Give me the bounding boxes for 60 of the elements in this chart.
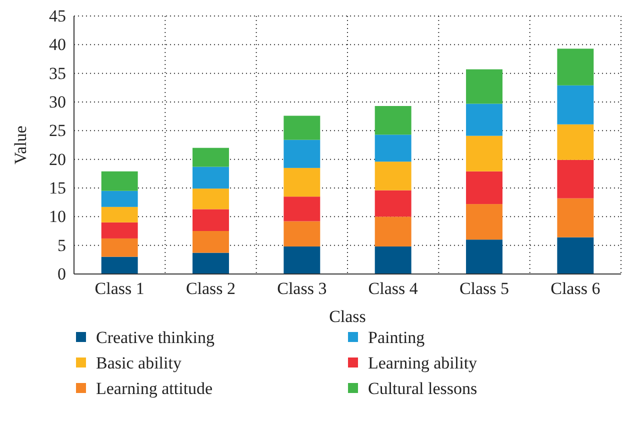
bar (101, 256, 138, 274)
bar (374, 134, 412, 162)
legend-label: Creative thinking (96, 328, 215, 347)
bar (466, 69, 502, 104)
x-tick-label: Class 5 (459, 279, 510, 298)
y-tick-label: 15 (49, 178, 66, 198)
bar (557, 160, 594, 198)
bar (284, 196, 320, 222)
bar (284, 246, 320, 274)
legend-label: Cultural lessons (368, 379, 478, 398)
bar (557, 48, 594, 86)
y-axis-title: Value (11, 126, 30, 164)
bar (101, 222, 138, 238)
bar (374, 106, 412, 135)
bar (284, 221, 320, 246)
x-tick-label: Class 4 (368, 279, 418, 298)
legend-label: Painting (368, 328, 426, 347)
bar (374, 246, 412, 274)
y-tick-label: 25 (49, 121, 66, 140)
bar (284, 168, 320, 197)
y-tick-label: 35 (49, 64, 66, 83)
bar (557, 237, 594, 274)
bar (557, 85, 594, 124)
legend-label: Learning ability (368, 354, 478, 372)
bar (101, 238, 138, 257)
bar (557, 124, 594, 160)
bar (192, 209, 229, 231)
x-tick-label: Class 2 (186, 279, 236, 298)
y-tick-label: 20 (49, 150, 66, 169)
x-axis-title: Class (329, 307, 366, 326)
legend-label: Learning attitude (96, 379, 213, 398)
x-tick-label: Class 6 (550, 279, 600, 298)
bar (284, 116, 320, 140)
bar (466, 171, 502, 204)
x-tick-label: Class 3 (277, 279, 327, 298)
bar (192, 252, 229, 274)
bar (192, 188, 229, 210)
legend-label: Basic ability (96, 354, 182, 372)
x-tick-label: Class 1 (94, 279, 144, 298)
bar (466, 104, 502, 136)
y-tick-label: 10 (49, 207, 66, 226)
bar (192, 148, 229, 167)
bar (374, 162, 412, 190)
bar (192, 231, 229, 253)
bar (374, 216, 412, 246)
bar (374, 190, 412, 217)
y-tick-label: 0 (58, 264, 66, 284)
bar (284, 140, 320, 168)
bar (466, 240, 502, 274)
bar (101, 171, 138, 191)
bar (466, 204, 502, 240)
bar (101, 206, 138, 222)
y-tick-label: 40 (49, 35, 66, 54)
y-tick-label: 45 (49, 6, 66, 26)
bar (557, 198, 594, 238)
bar (466, 136, 502, 172)
y-tick-label: 30 (49, 92, 66, 112)
bar (192, 166, 229, 189)
bar (101, 190, 138, 207)
y-tick-label: 5 (58, 236, 66, 255)
